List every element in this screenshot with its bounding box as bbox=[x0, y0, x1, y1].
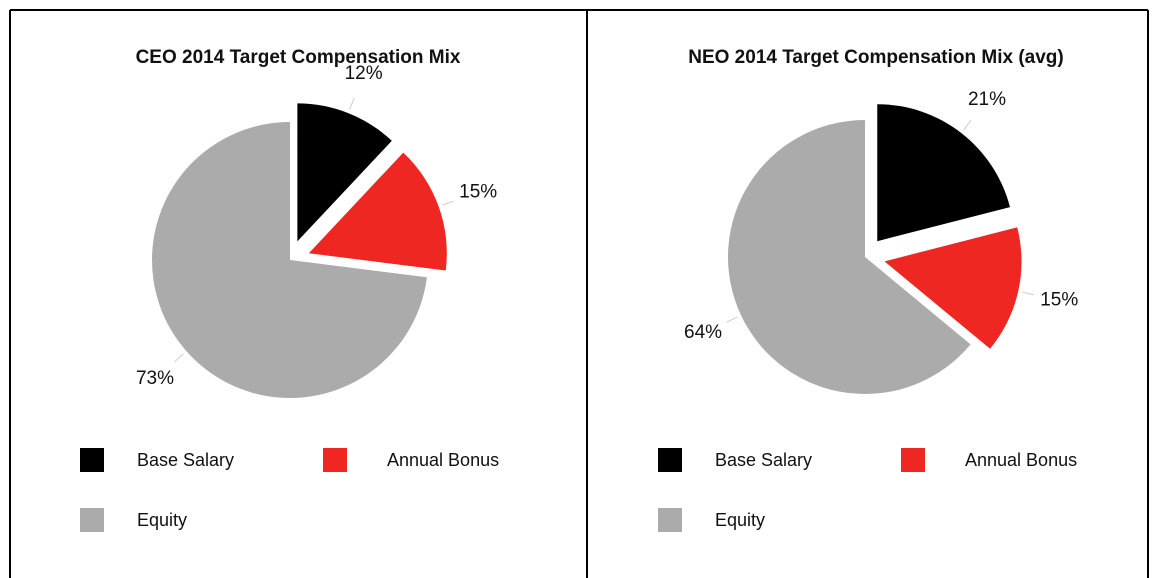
leader-line bbox=[349, 98, 355, 110]
chart-title: NEO 2014 Target Compensation Mix (avg) bbox=[688, 47, 1064, 68]
legend-label: Annual Bonus bbox=[387, 450, 499, 470]
data-label: 21% bbox=[968, 89, 1006, 110]
pie-slice bbox=[308, 152, 447, 271]
data-label: 12% bbox=[345, 63, 383, 84]
legend-swatch bbox=[80, 508, 104, 532]
pie-slice bbox=[728, 120, 971, 394]
pie-slice bbox=[877, 104, 1010, 242]
legend-label: Equity bbox=[715, 510, 765, 530]
leader-line bbox=[1022, 291, 1034, 296]
legend-label: Base Salary bbox=[715, 450, 812, 470]
data-label: 73% bbox=[136, 368, 174, 389]
legend-label: Annual Bonus bbox=[965, 450, 1077, 470]
legend-label: Base Salary bbox=[137, 450, 234, 470]
legend-swatch bbox=[80, 448, 104, 472]
legend-swatch bbox=[658, 508, 682, 532]
leader-line bbox=[726, 316, 738, 323]
leader-line bbox=[963, 119, 972, 131]
leader-line bbox=[442, 200, 454, 206]
legend-swatch bbox=[323, 448, 347, 472]
pie-slice bbox=[152, 122, 427, 399]
pie-slice bbox=[884, 227, 1022, 349]
leader-line bbox=[174, 353, 184, 363]
data-label: 15% bbox=[459, 181, 497, 202]
legend-label: Equity bbox=[137, 510, 187, 530]
chart-title: CEO 2014 Target Compensation Mix bbox=[136, 47, 461, 68]
data-label: 15% bbox=[1040, 289, 1078, 310]
legend-swatch bbox=[658, 448, 682, 472]
pie-slice bbox=[297, 103, 392, 242]
data-label: 64% bbox=[684, 322, 722, 343]
legend-swatch bbox=[901, 448, 925, 472]
